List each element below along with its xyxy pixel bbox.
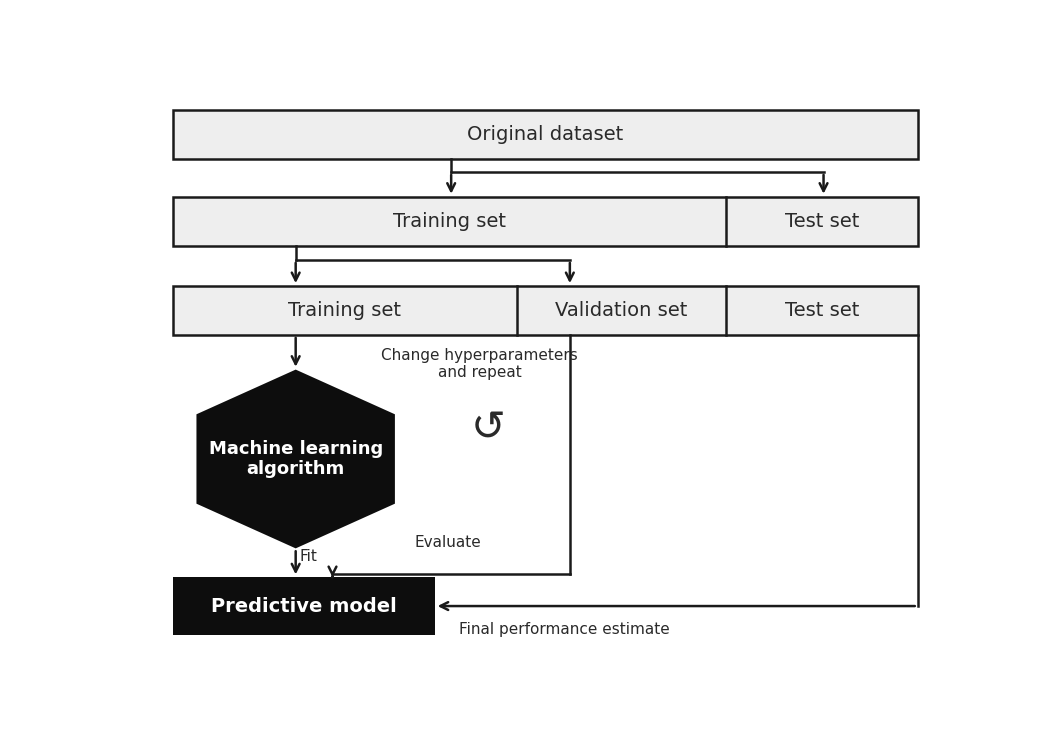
FancyBboxPatch shape [173, 286, 918, 335]
Text: Test set: Test set [785, 301, 860, 320]
Text: Training set: Training set [393, 211, 506, 231]
Polygon shape [196, 369, 395, 548]
Text: Predictive model: Predictive model [211, 596, 397, 616]
Text: Change hyperparameters
and repeat: Change hyperparameters and repeat [381, 348, 579, 380]
Text: Test set: Test set [785, 211, 860, 231]
Text: Final performance estimate: Final performance estimate [459, 622, 671, 637]
FancyBboxPatch shape [173, 110, 918, 159]
Text: Machine learning
algorithm: Machine learning algorithm [208, 440, 383, 479]
Text: Fit: Fit [299, 549, 317, 564]
Text: Training set: Training set [288, 301, 401, 320]
FancyBboxPatch shape [173, 196, 918, 246]
Text: ↺: ↺ [471, 406, 506, 448]
FancyBboxPatch shape [173, 577, 435, 635]
Text: Original dataset: Original dataset [467, 125, 623, 144]
Text: Validation set: Validation set [555, 301, 687, 320]
Text: Evaluate: Evaluate [414, 535, 482, 550]
